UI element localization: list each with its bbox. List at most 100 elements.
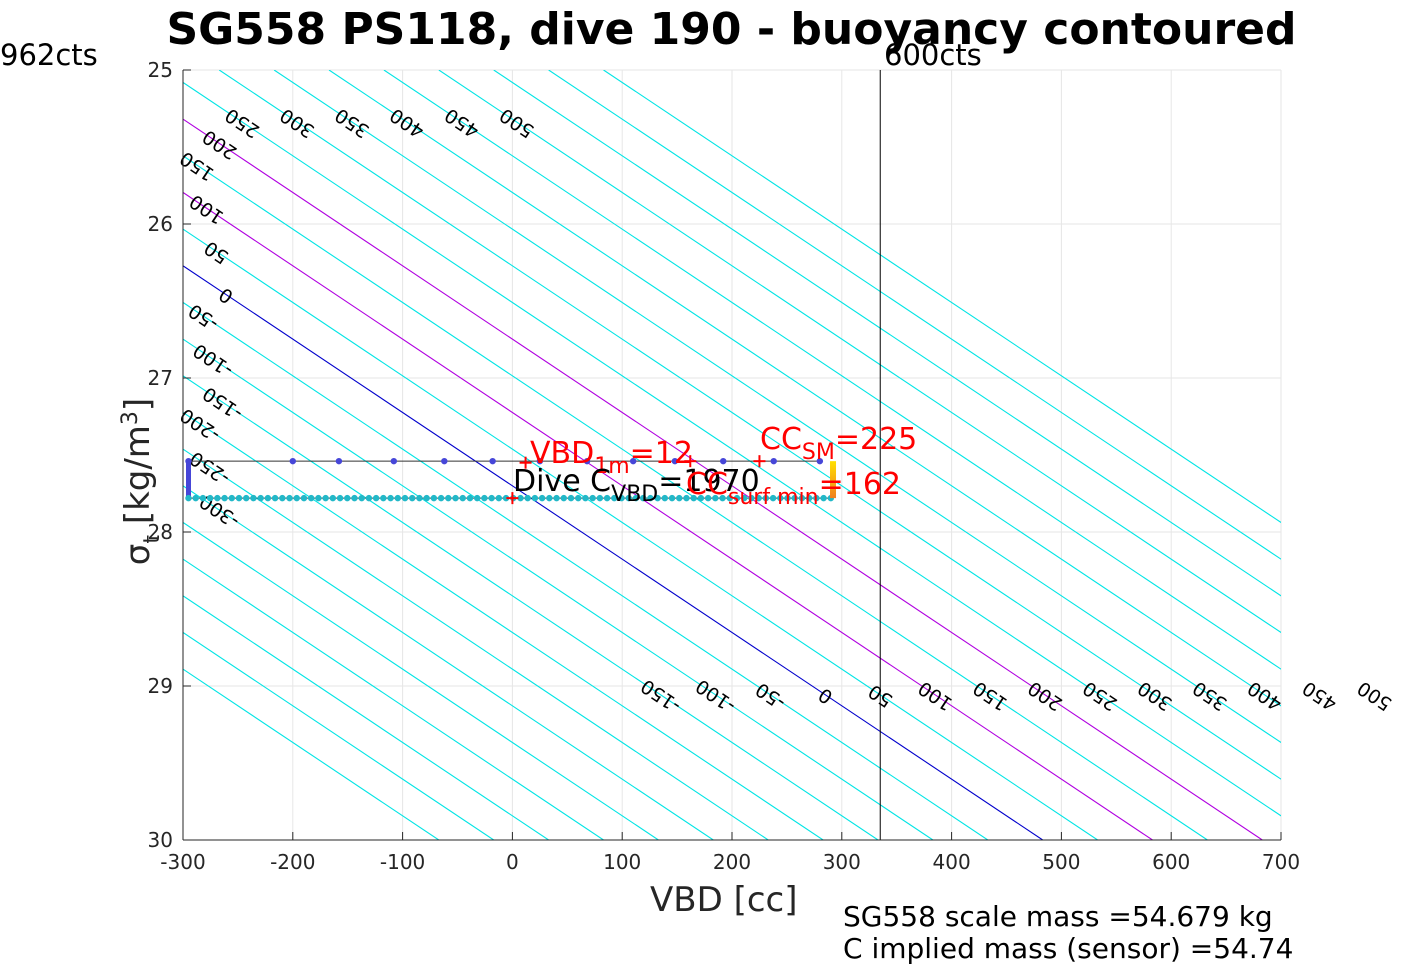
lower-track-point <box>315 494 322 502</box>
lower-track-point <box>531 494 539 502</box>
contour-line <box>183 448 769 840</box>
y-tick-label: 26 <box>148 212 173 236</box>
upper-track-point <box>816 457 824 465</box>
lower-track-point <box>351 494 358 502</box>
axes: -300 -200 -100 0 100 200 300 400 500 600 700252627… <box>148 58 1301 874</box>
contour-line <box>183 81 1281 817</box>
x-tick-label: 200 <box>713 850 751 874</box>
implied-mass-note: C implied mass (sensor) =54.74 <box>843 932 1294 965</box>
upper-track-point <box>441 457 448 465</box>
lower-track-point <box>618 494 625 502</box>
lower-track-point <box>307 494 315 502</box>
lower-track-point <box>798 494 806 502</box>
lower-track-point <box>524 494 531 502</box>
x-tick-label: 400 <box>933 850 971 874</box>
contour-label-bottom: -150 <box>637 675 685 717</box>
y-tick-label: 25 <box>148 58 173 82</box>
climb-bar <box>830 461 837 499</box>
lower-track-point <box>603 494 611 502</box>
lower-track-point <box>344 494 351 502</box>
upper-track-point <box>390 457 398 465</box>
contour-line <box>218 70 1281 780</box>
contour-line <box>183 191 1153 840</box>
contour-label-bottom: 500 <box>1354 676 1396 714</box>
lower-track-point <box>632 494 640 502</box>
contour-label-bottom: 350 <box>1189 676 1231 714</box>
contour-label-top: -250 <box>186 447 234 489</box>
contour-line <box>183 485 714 840</box>
contour-label-top: 50 <box>200 236 232 268</box>
lower-track-point <box>423 494 430 502</box>
lower-track-point <box>199 494 207 502</box>
lower-track-point <box>329 494 337 502</box>
x-tick-label: 100 <box>603 850 641 874</box>
lower-track-point <box>611 494 618 502</box>
lower-track-point <box>206 494 214 502</box>
contour-line <box>183 558 604 840</box>
upper-track-point <box>583 457 591 465</box>
lower-track-point <box>250 494 257 502</box>
x-axis-label: VBD [cc] <box>650 880 798 920</box>
y-tick-label: 27 <box>148 366 173 390</box>
contour-line <box>548 70 1281 560</box>
lower-track-point <box>661 494 669 502</box>
contour-line <box>328 70 1281 707</box>
y-tick-label: 30 <box>148 828 173 852</box>
lower-track-point <box>365 494 373 502</box>
lower-track-point <box>409 494 416 502</box>
contour-line <box>183 375 879 840</box>
lower-track-point <box>279 494 286 502</box>
upper-track-point <box>671 457 679 465</box>
upper-track-point <box>720 457 727 465</box>
contour-label-bottom: 50 <box>864 680 896 712</box>
contour-line <box>383 70 1281 670</box>
lower-track-point <box>185 494 192 502</box>
contour-line <box>183 631 495 840</box>
upper-track-point <box>629 457 637 465</box>
lower-track-point <box>791 494 798 502</box>
x-tick-label: -100 <box>380 850 425 874</box>
lower-track-point <box>647 494 654 502</box>
lower-track-point <box>553 494 560 502</box>
contour-label-top: 250 <box>221 104 263 142</box>
lower-track-point <box>445 494 452 502</box>
lower-track-point <box>286 494 293 502</box>
lower-track-point <box>567 494 575 502</box>
dive-c-vbd-annotation: Dive CVBD=1970 <box>513 464 760 507</box>
contour-label-bottom: 250 <box>1079 676 1121 714</box>
x-tick-label: -200 <box>270 850 315 874</box>
lower-track-point <box>358 494 365 502</box>
contour-line <box>438 70 1281 634</box>
lower-track-point <box>372 494 380 502</box>
scale-mass-note: SG558 scale mass =54.679 kg <box>843 900 1273 933</box>
lower-track-point <box>459 494 466 502</box>
lower-track-point <box>300 494 308 502</box>
contour-line <box>183 521 659 840</box>
left-corner-label: 962cts <box>0 38 98 72</box>
contour-line <box>603 70 1281 524</box>
contour-line <box>183 118 1263 840</box>
lower-track-point <box>596 494 604 502</box>
upper-track-point <box>335 457 343 465</box>
lower-track-point <box>805 494 813 502</box>
lower-track-point <box>769 494 777 502</box>
x-tick-label: 600 <box>1152 850 1190 874</box>
vbd-1m-annotation: VBD1m=12 <box>530 436 693 479</box>
contour-line <box>183 411 824 840</box>
contour-line <box>183 338 934 840</box>
lower-track-point <box>676 494 683 502</box>
upper-track-point <box>289 457 296 465</box>
contour-line <box>183 595 549 840</box>
upper-track-point <box>536 457 544 465</box>
lower-track-point <box>336 494 344 502</box>
right-corner-label: 600cts <box>884 38 982 72</box>
contour-line <box>183 668 440 840</box>
x-tick-label: 500 <box>1042 850 1080 874</box>
lower-track-point <box>380 494 387 502</box>
x-tick-label: 700 <box>1262 850 1300 874</box>
contour-label-bottom: 400 <box>1244 676 1286 714</box>
lower-track-point <box>697 494 705 502</box>
contour-label-top: 100 <box>186 190 228 228</box>
lower-track-point <box>683 494 690 502</box>
